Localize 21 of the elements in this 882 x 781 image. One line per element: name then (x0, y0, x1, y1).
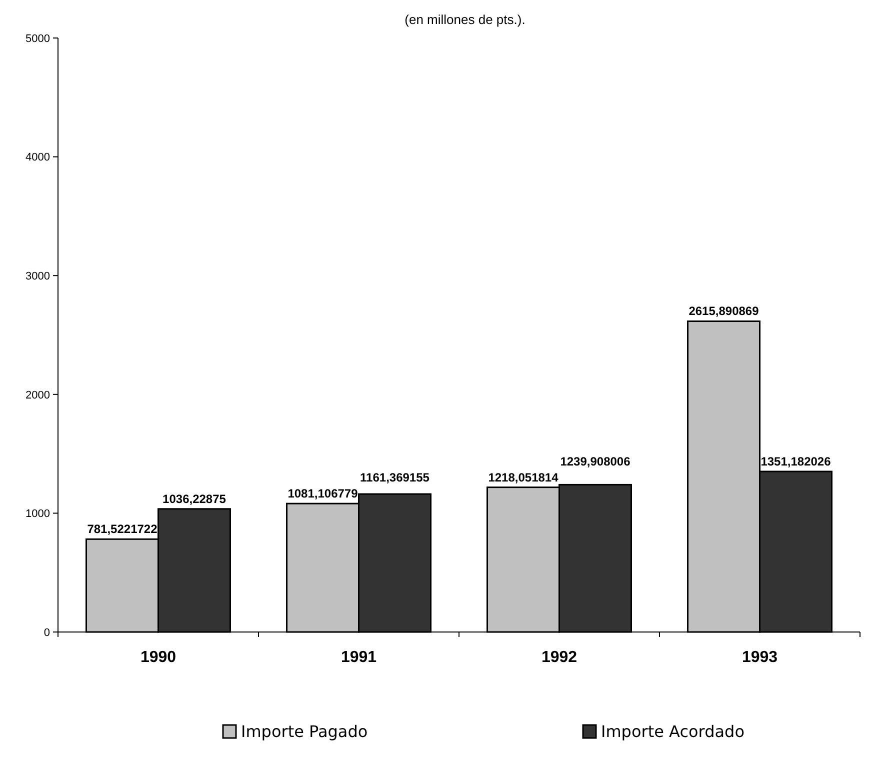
data-label: 1081,106779 (288, 486, 358, 501)
data-label: 1161,369155 (360, 470, 430, 485)
data-label: 1036,22875 (162, 492, 226, 506)
chart-title: (en millones de pts.). (404, 12, 526, 27)
y-tick-label: 3000 (26, 270, 50, 282)
data-label: 1239,908006 (560, 454, 631, 468)
y-tick-label: 5000 (26, 32, 50, 45)
legend-label: Importe Acordado (601, 722, 744, 741)
x-tick-label: 1992 (541, 649, 578, 666)
x-tick-label: 1993 (742, 649, 778, 666)
legend-label: Importe Pagado (241, 722, 368, 741)
y-tick-label: 4000 (26, 152, 50, 164)
data-label: 1218,051814 (488, 470, 559, 484)
y-tick-label: 1000 (26, 508, 50, 520)
data-label: 2615,890869 (688, 304, 760, 318)
y-tick-label: 2000 (26, 389, 50, 402)
data-label: 1351,182026 (760, 454, 832, 468)
data-label: 781,5221722 (87, 522, 158, 536)
y-tick-label: 0 (44, 626, 50, 639)
x-tick-label: 1991 (340, 649, 377, 666)
x-tick-label: 1990 (140, 649, 176, 666)
